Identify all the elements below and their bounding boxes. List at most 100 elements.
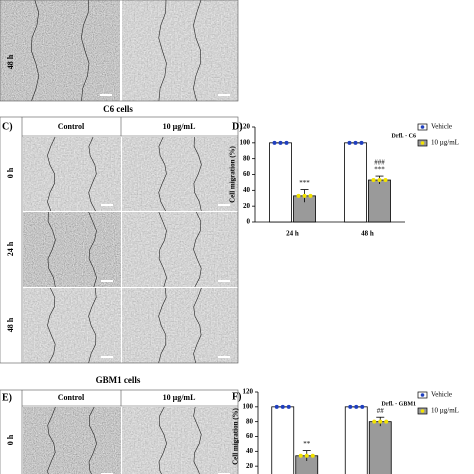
significance: ** xyxy=(303,440,311,448)
significance: ### xyxy=(374,159,385,167)
wound-edge xyxy=(88,287,97,364)
panel-label: C) xyxy=(2,121,13,132)
panel-frame xyxy=(0,389,239,474)
row-label: 48 h xyxy=(6,54,15,69)
micrograph xyxy=(23,288,121,363)
column-label: 10 µg/mL xyxy=(163,122,196,131)
legend-label: 10 µg/mL xyxy=(431,139,459,147)
x-tick-label: 48 h xyxy=(361,230,374,238)
micrograph xyxy=(23,137,121,211)
bar xyxy=(271,406,295,474)
bar xyxy=(368,179,391,223)
panel-frame xyxy=(0,116,239,364)
wound-edge xyxy=(47,406,56,474)
data-point xyxy=(371,178,376,183)
panel-label: D) xyxy=(232,121,243,132)
data-point xyxy=(308,193,313,198)
micrograph xyxy=(23,407,121,474)
row-label: 0 h xyxy=(6,434,15,445)
section-title: GBM1 cells xyxy=(96,375,141,385)
y-tick-label: 80 xyxy=(243,154,251,162)
micrograph xyxy=(0,0,120,101)
panel-label: F) xyxy=(232,391,241,402)
wound-edge xyxy=(88,211,97,288)
panel-frame xyxy=(0,0,239,102)
data-point xyxy=(310,453,315,458)
wound-edge xyxy=(47,287,56,364)
wound-edge xyxy=(158,0,167,102)
wound-edge xyxy=(30,0,40,102)
wound-edge xyxy=(158,287,167,364)
wound-edge xyxy=(158,211,167,288)
wound-edge xyxy=(158,136,167,212)
data-point xyxy=(354,404,359,409)
bar xyxy=(344,406,368,474)
wound-edge xyxy=(193,0,202,102)
y-tick-label: 40 xyxy=(246,447,254,455)
micrograph xyxy=(122,407,238,474)
y-tick-label: 120 xyxy=(240,123,251,131)
y-tick-label: 40 xyxy=(243,186,251,194)
wound-edge xyxy=(193,136,202,212)
y-axis-label: Cell migration (%) xyxy=(229,145,237,202)
micrograph xyxy=(122,137,238,211)
wound-edge xyxy=(80,0,90,102)
legend-label: Vehicle xyxy=(431,123,452,131)
wound-edge xyxy=(193,211,202,288)
data-point xyxy=(304,453,309,458)
legend-marker xyxy=(420,409,425,413)
data-point xyxy=(347,140,352,145)
y-tick-label: 120 xyxy=(243,388,254,396)
wound-edge xyxy=(193,287,202,364)
wound-edge xyxy=(47,211,56,288)
data-point xyxy=(377,178,382,183)
legend-group: Drfl. - C6 xyxy=(392,133,417,139)
data-point xyxy=(353,140,358,145)
panel-label: E) xyxy=(2,392,12,403)
legend-marker xyxy=(420,141,425,145)
y-tick-label: 20 xyxy=(243,202,251,210)
column-label: 10 µg/mL xyxy=(163,393,196,402)
data-point xyxy=(372,419,377,424)
significance: *** xyxy=(374,166,385,174)
data-point xyxy=(274,404,279,409)
micrographs xyxy=(0,0,238,474)
y-tick-label: 60 xyxy=(243,170,251,178)
data-point xyxy=(348,404,353,409)
data-point xyxy=(360,404,365,409)
y-axis-label: Cell migration (%) xyxy=(232,407,240,464)
wound-edge xyxy=(47,136,56,212)
micrograph xyxy=(23,212,121,287)
data-point xyxy=(298,453,303,458)
section-title: C6 cells xyxy=(103,104,133,114)
bar xyxy=(269,142,292,223)
y-tick-label: 60 xyxy=(246,432,254,440)
data-point xyxy=(286,404,291,409)
y-tick-label: 20 xyxy=(246,462,254,470)
row-label: 48 h xyxy=(6,317,15,332)
column-label: Control xyxy=(58,393,85,402)
data-point xyxy=(280,404,285,409)
micrograph xyxy=(122,0,238,101)
y-tick-label: 80 xyxy=(246,417,254,425)
row-label: 24 h xyxy=(6,241,15,256)
data-point xyxy=(296,193,301,198)
row-label: 0 h xyxy=(6,167,15,178)
micrograph xyxy=(122,212,238,287)
x-tick-label: 24 h xyxy=(286,230,299,238)
data-point xyxy=(378,419,383,424)
data-point xyxy=(383,178,388,183)
column-label: Control xyxy=(58,122,85,131)
data-point xyxy=(384,419,389,424)
wound-edge xyxy=(88,136,97,212)
significance: ## xyxy=(377,407,385,415)
data-point xyxy=(272,140,277,145)
bar xyxy=(344,142,367,223)
y-tick-label: 100 xyxy=(240,138,251,146)
y-tick-label: 100 xyxy=(243,402,254,410)
legend-label: Vehicle xyxy=(431,391,452,399)
wound-edge xyxy=(158,406,167,474)
data-point xyxy=(284,140,289,145)
data-point xyxy=(278,140,283,145)
